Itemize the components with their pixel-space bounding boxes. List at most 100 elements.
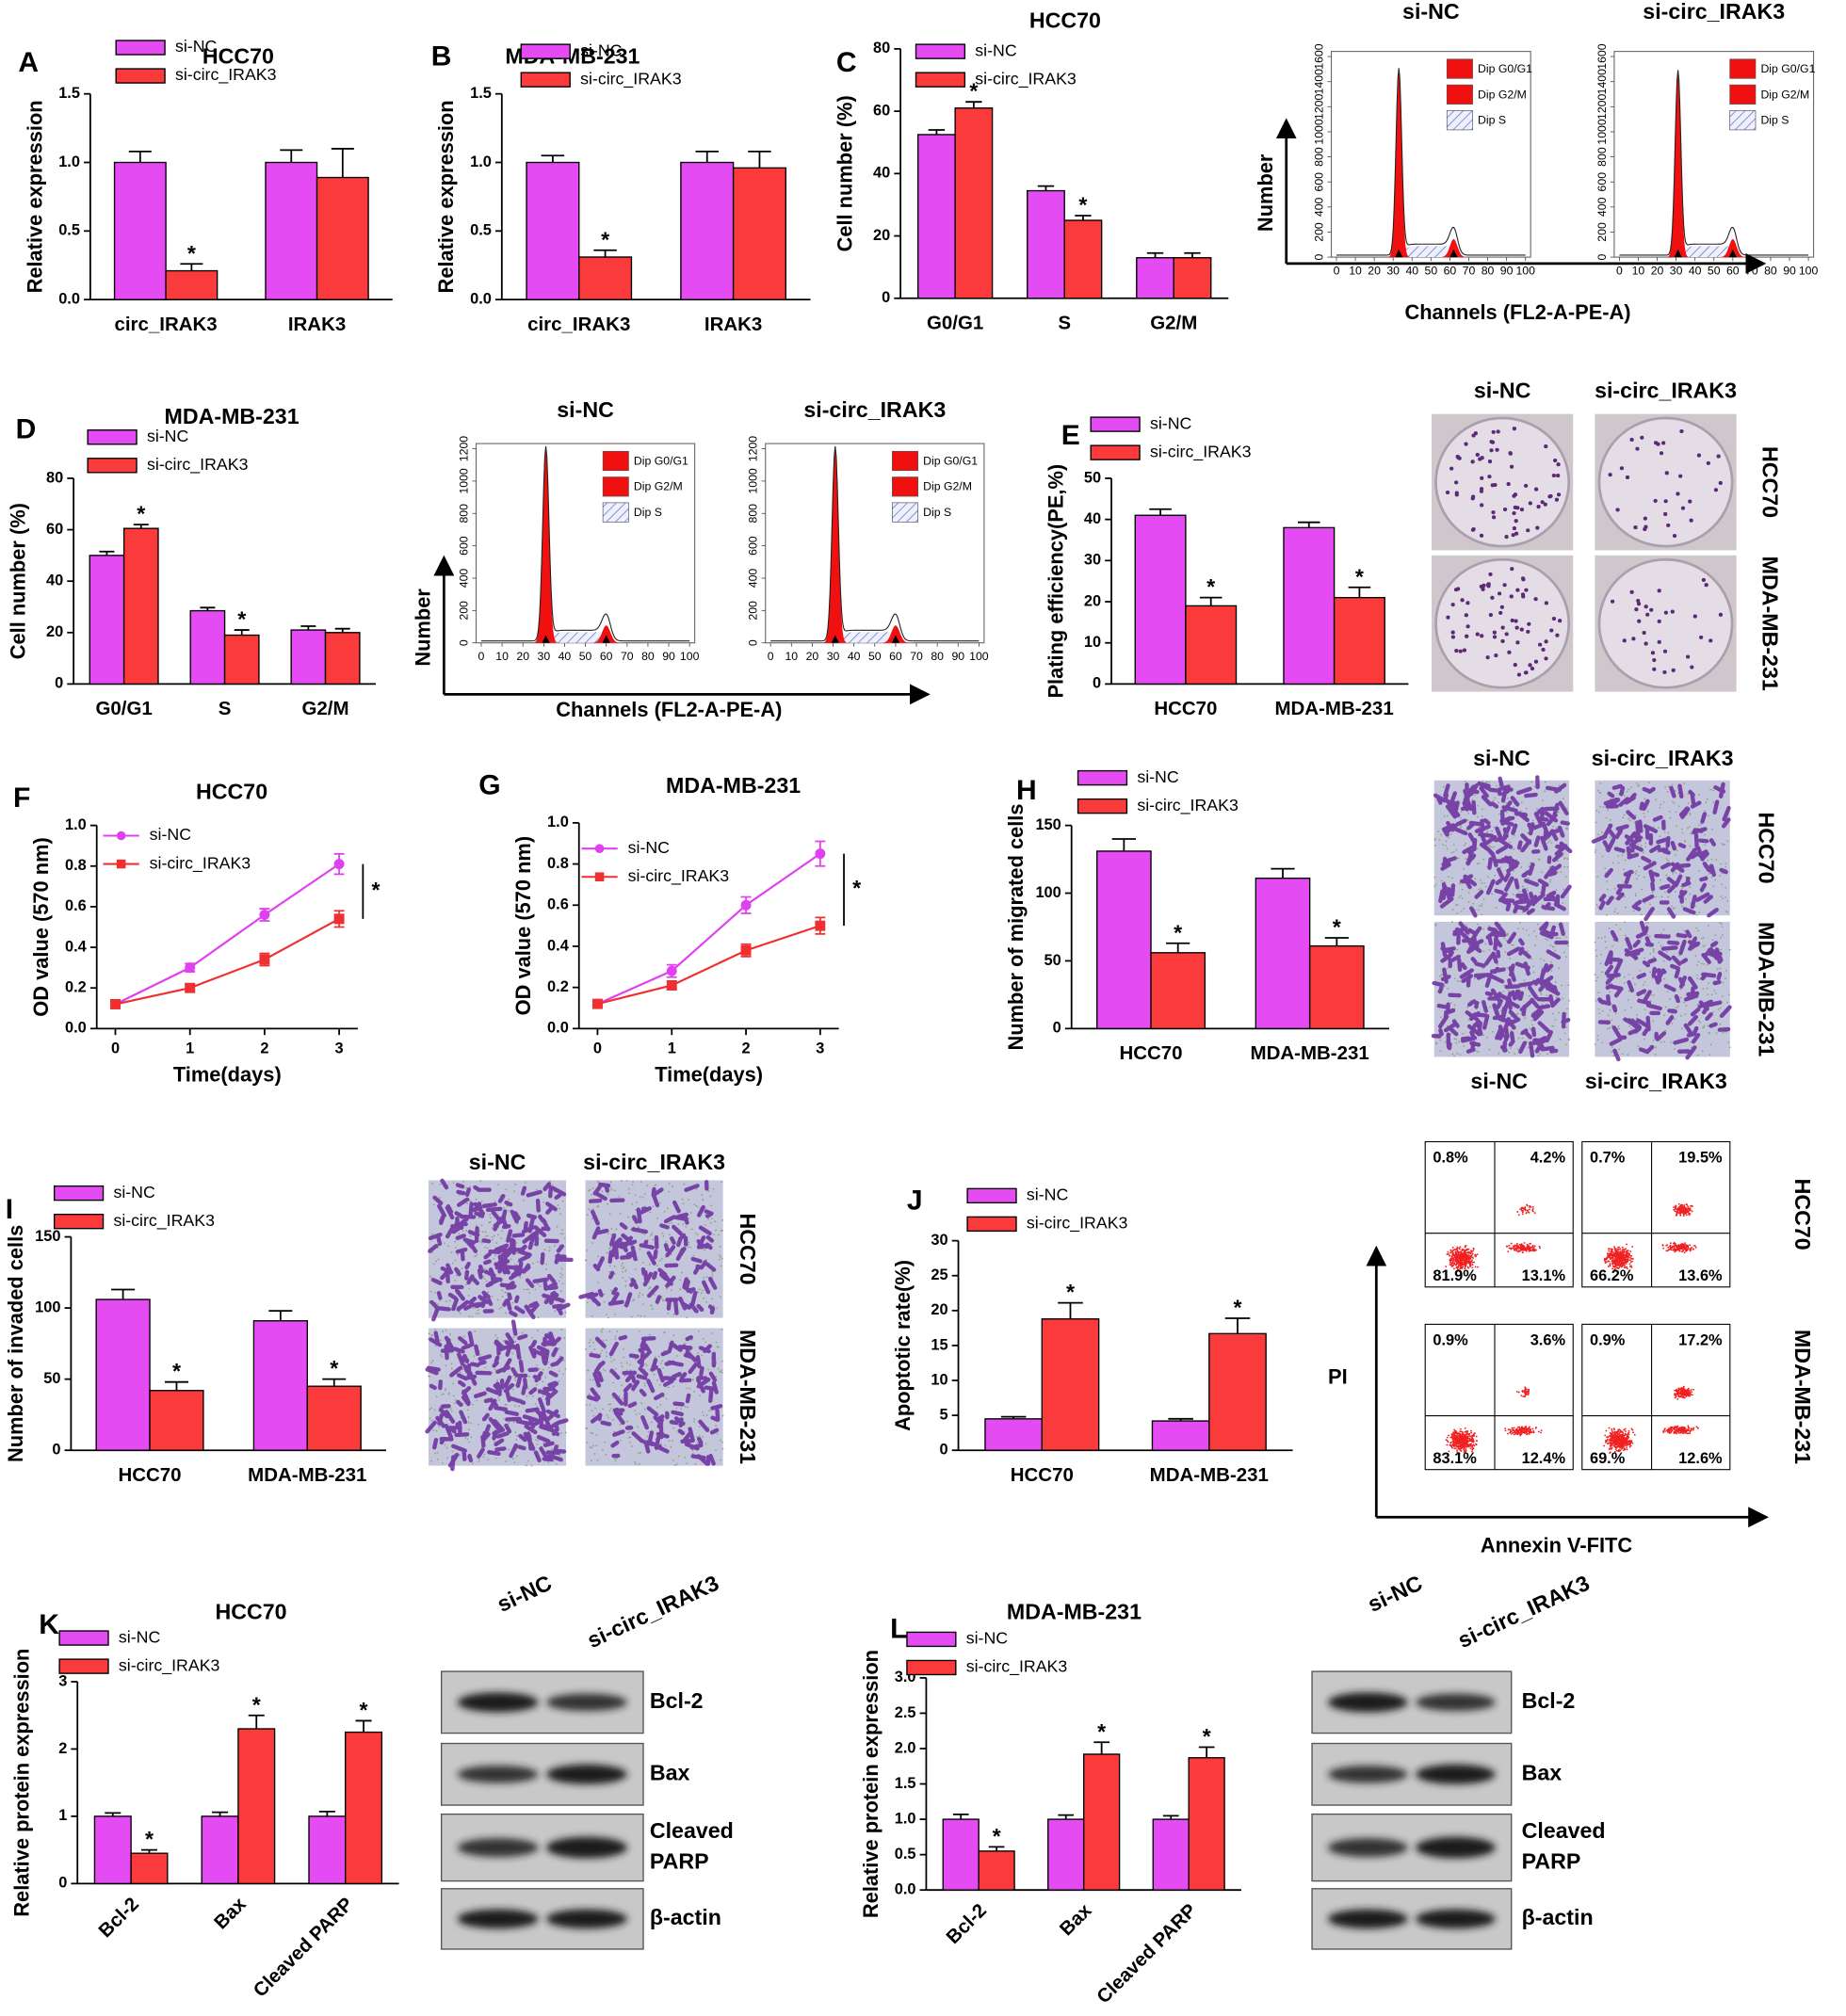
panel-label: D [16,413,37,444]
error-bar [1168,1417,1193,1422]
transwell-cells [586,1334,723,1466]
colony-dots [1445,427,1562,540]
bar [1136,257,1174,299]
axis-label: Number [412,589,435,667]
legend-swatch [1090,416,1141,432]
bar [954,107,994,299]
y-tick-label: 50 [1084,469,1101,486]
significance-mark: * [237,607,246,632]
error-bar [952,1813,969,1820]
x-tick-label: IRAK3 [288,314,346,335]
y-tick-label: 20 [873,227,890,244]
error-bar [128,150,152,163]
bar [978,1850,1015,1891]
error-bar [1166,942,1190,953]
y-tick-label: 1.0 [470,153,492,170]
series-line [597,925,821,1006]
y-axis-label: Number of migrated cells [1004,803,1028,1050]
scatter-dots [1445,1203,1542,1273]
y-tick-label: 0.2 [65,979,87,996]
blot-band [546,1909,627,1929]
error-bar [1348,586,1371,598]
y-tick-label: 1.0 [65,816,87,833]
legend-swatch [1446,110,1473,131]
legend-swatch [892,450,919,472]
blot-label: β-actin [1522,1905,1594,1929]
legend-label: Dip S [1760,114,1789,127]
x-axis-label: Time(days) [655,1063,763,1087]
y-tick-label: 0 [1312,254,1325,261]
bar [1188,1757,1225,1891]
y-tick-label: 1.0 [547,814,569,831]
histogram-frame [765,443,985,644]
legend-swatch [58,1658,109,1674]
row-label: MDA-MB-231 [736,1330,760,1464]
x-axis-label: Time(days) [173,1063,282,1087]
panel-label: E [1061,420,1080,451]
legend-swatch [1729,110,1757,131]
x-tick-label: 80 [931,650,944,663]
histogram-frame [1613,51,1815,258]
error-bar [1093,1741,1109,1754]
point [333,859,345,870]
significance-mark: * [852,876,861,900]
panel-label: F [13,782,30,814]
quadrant-percent: 0.8% [1433,1150,1468,1167]
legend-label: si-NC [1150,413,1192,432]
x-tick-label: 30 [1386,264,1400,277]
y-tick-label: 600 [747,536,760,556]
error-bar [1037,185,1055,191]
significance-mark: * [1097,1719,1106,1744]
significance-mark: * [330,1356,338,1380]
bar [1041,1318,1100,1451]
blot-label: PARP [650,1849,709,1874]
legend-swatch [520,43,571,59]
legend-swatch [915,72,966,88]
significance-mark: * [360,1698,368,1722]
x-tick-label: 2 [742,1040,751,1057]
y-tick-label: 1000 [1312,119,1325,144]
y-tick-label: 1200 [457,436,470,461]
x-tick-label: MDA-MB-231 [1150,1464,1269,1486]
error-bar [248,1714,265,1730]
x-tick-label: HCC70 [1011,1464,1074,1486]
quadrant-percent: 4.2% [1530,1150,1566,1167]
bar [1096,850,1152,1030]
point [185,982,196,993]
quadrant-percent: 0.7% [1590,1150,1626,1167]
x-tick-label: 70 [1463,264,1476,277]
blot-band [1327,1838,1408,1858]
bar [1152,1818,1190,1891]
x-tick-label: 100 [1799,264,1819,277]
blot-band [1416,1909,1496,1929]
y-tick-label: 5 [940,1406,948,1423]
panel-label: G [478,770,500,801]
bar [680,161,735,300]
histogram-title: si-NC [1402,0,1460,24]
panel-label: B [431,40,452,72]
blot-label: β-actin [650,1905,721,1929]
transwell-cells [1433,775,1573,918]
x-tick-label: circ_IRAK3 [114,314,217,335]
legend-label: Dip S [923,506,951,519]
legend-label: Dip G0/G1 [1760,62,1815,75]
error-bar [280,149,303,163]
y-tick-label: 1600 [1312,43,1325,69]
x-tick-label: S [219,698,232,719]
legend-label: si-circ_IRAK3 [119,1655,220,1675]
transwell-cells [428,1178,574,1322]
row-label: HCC70 [1755,812,1779,883]
x-tick-label: 60 [1444,264,1457,277]
x-tick-label: HCC70 [1119,1042,1182,1064]
x-tick-label: 100 [1515,264,1535,277]
error-bar [200,606,216,611]
error-bar [1075,215,1092,221]
column-header: si-NC [469,1150,526,1174]
bar [316,176,369,300]
legend-swatch [53,1185,105,1202]
legend-label: si-NC [580,40,623,59]
x-tick-label: 1 [668,1040,676,1057]
y-axis-label: Apoptotic rate(%) [891,1260,915,1431]
transwell-cells [1591,782,1731,922]
point [815,848,826,860]
